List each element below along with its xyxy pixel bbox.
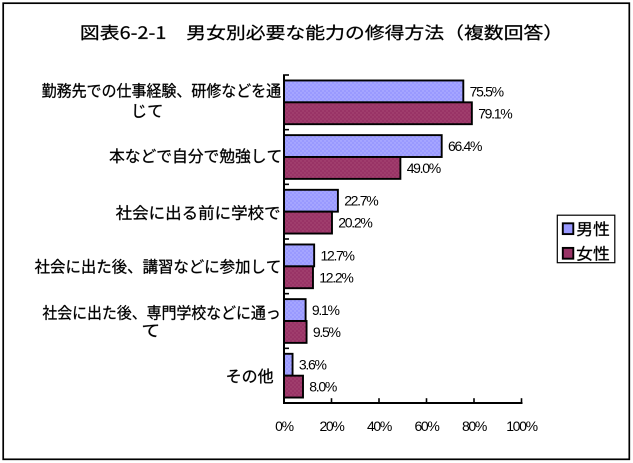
svg-text:9.1%: 9.1% — [312, 302, 340, 318]
svg-text:8.0%: 8.0% — [309, 379, 337, 395]
svg-text:20%: 20% — [319, 418, 344, 434]
svg-text:49.0%: 49.0% — [407, 160, 441, 176]
svg-text:75.5%: 75.5% — [470, 83, 504, 99]
svg-text:22.7%: 22.7% — [344, 193, 378, 209]
svg-text:40%: 40% — [367, 418, 392, 434]
svg-text:66.4%: 66.4% — [448, 138, 482, 154]
svg-text:12.7%: 12.7% — [321, 247, 355, 263]
svg-text:60%: 60% — [414, 418, 439, 434]
svg-text:80%: 80% — [462, 418, 487, 434]
svg-text:12.2%: 12.2% — [319, 269, 353, 285]
svg-text:20.2%: 20.2% — [338, 215, 372, 231]
svg-text:0%: 0% — [275, 418, 293, 434]
svg-text:9.5%: 9.5% — [313, 324, 341, 340]
svg-text:3.6%: 3.6% — [299, 357, 327, 373]
svg-text:100%: 100% — [506, 418, 537, 434]
svg-text:79.1%: 79.1% — [478, 105, 512, 121]
